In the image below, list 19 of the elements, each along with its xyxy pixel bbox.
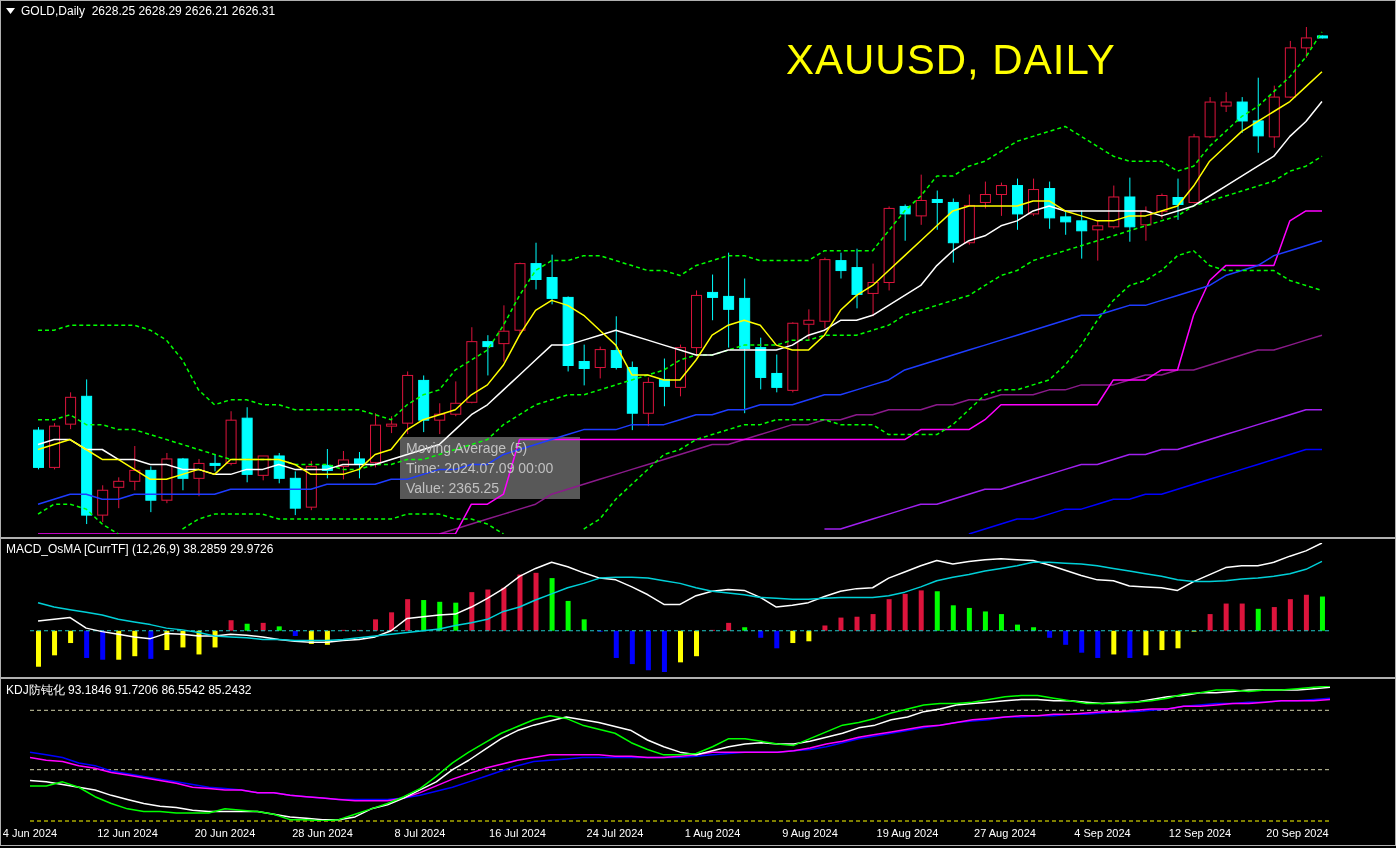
x-tick-label: 27 Aug 2024 [974, 826, 1036, 839]
x-tick-label: 4 Sep 2024 [1074, 826, 1131, 839]
chart-title: GOLD,Daily 2628.25 2628.29 2626.21 2626.31 [21, 4, 276, 18]
x-tick-label: 8 Jul 2024 [394, 826, 446, 839]
x-tick-label: 19 Aug 2024 [876, 826, 939, 839]
x-tick-label: 28 Jun 2024 [292, 826, 353, 839]
annotation: Value: 2365.25 [406, 479, 501, 498]
x-tick-label: 9 Aug 2024 [782, 826, 838, 839]
x-tick-label: 20 Sep 2024 [1266, 826, 1329, 839]
x-tick-label: 4 Jun 2024 [2, 826, 58, 839]
x-tick-label: 16 Jul 2024 [489, 826, 546, 839]
x-tick-label: 12 Sep 2024 [1168, 826, 1232, 839]
chart-title: MACD_OsMA [CurrTF] (12,26,9) 38.2859 29.9726 [6, 542, 274, 556]
x-tick-label: 20 Jun 2024 [194, 826, 256, 839]
chart-title: KDJ防钝化 93.1846 91.7206 86.5542 85.2432 [6, 682, 252, 699]
x-tick-label: 12 Jun 2024 [97, 826, 158, 839]
x-tick-label: 24 Jul 2024 [586, 826, 644, 839]
x-tick-label: 1 Aug 2024 [684, 826, 741, 839]
chart-subtitle: XAUUSD, DAILY [786, 36, 1116, 84]
